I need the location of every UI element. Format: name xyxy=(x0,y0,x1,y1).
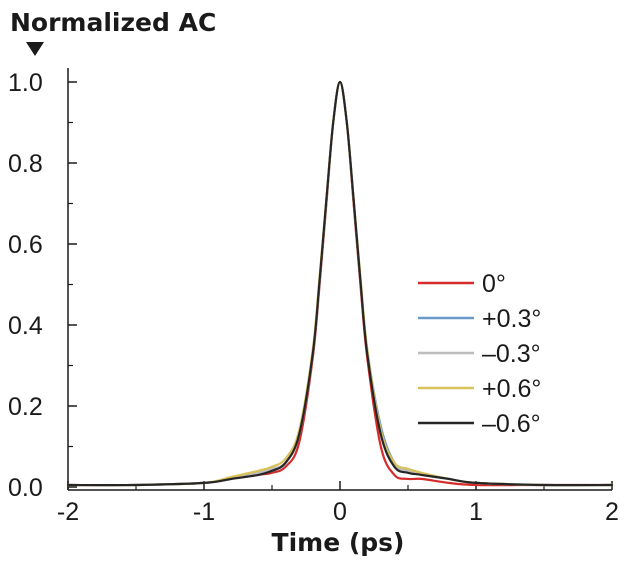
x-tick-label: 0 xyxy=(333,498,347,526)
legend-label: –0.3° xyxy=(482,340,541,368)
legend-label: +0.6° xyxy=(482,375,541,403)
y-tick-label: 0.6 xyxy=(8,231,43,259)
legend-label: 0° xyxy=(482,270,506,298)
series-line-4 xyxy=(66,80,614,487)
plot-series xyxy=(66,80,614,487)
legend: 0° +0.3° –0.3° +0.6° –0.6° xyxy=(418,270,541,438)
y-tick-label: 0.4 xyxy=(8,312,43,340)
x-tick-label: -1 xyxy=(193,498,215,526)
y-axis-title: Normalized AC xyxy=(10,8,216,37)
y-tick-label: 0.8 xyxy=(8,150,43,178)
y-axis-marker-icon xyxy=(26,42,44,56)
x-axis-ticks: -2 -1 0 1 2 xyxy=(57,481,619,526)
x-tick-label: -2 xyxy=(57,498,79,526)
y-axis-ticks: 0.0 0.2 0.4 0.6 0.8 1.0 xyxy=(8,69,77,502)
y-tick-label: 1.0 xyxy=(8,69,43,97)
legend-label: –0.6° xyxy=(482,410,541,438)
x-tick-label: 2 xyxy=(605,498,619,526)
y-tick-label: 0.0 xyxy=(8,474,43,502)
x-axis-title: Time (ps) xyxy=(272,528,405,557)
legend-label: +0.3° xyxy=(482,305,541,333)
y-tick-label: 0.2 xyxy=(8,393,43,421)
x-tick-label: 1 xyxy=(469,498,483,526)
